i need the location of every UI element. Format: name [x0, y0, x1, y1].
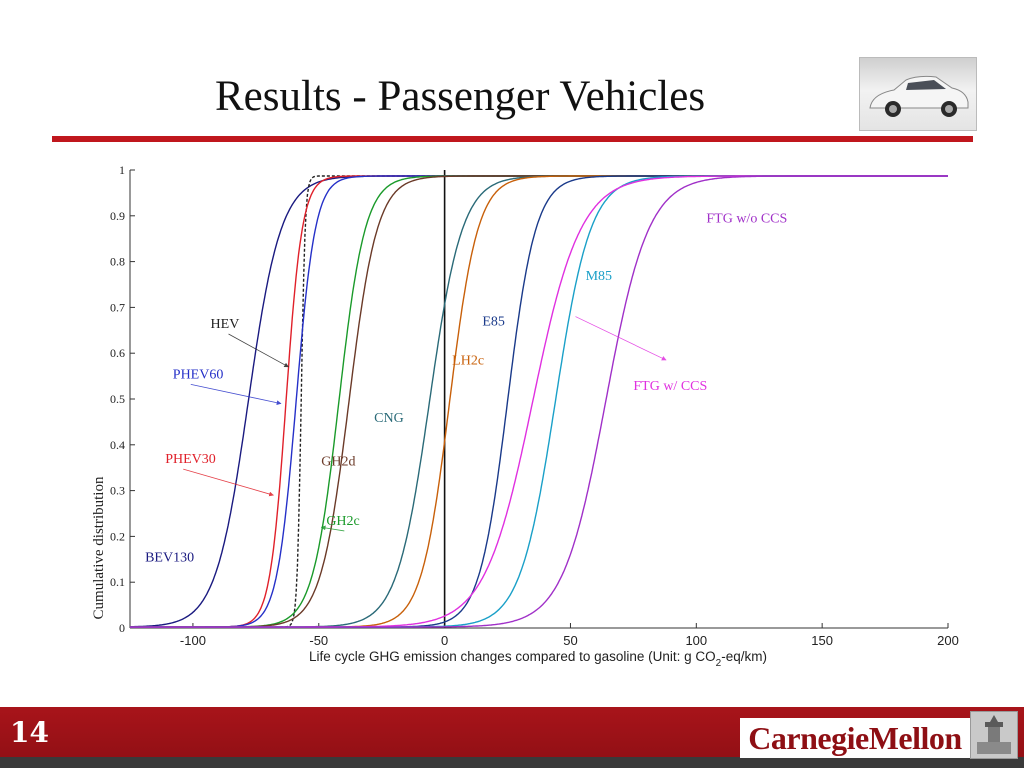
x-tick-label: 50: [563, 633, 577, 648]
y-axis-label: Cumulative distribution: [91, 476, 107, 619]
y-tick-label: 0.3: [110, 484, 125, 498]
series-line-phev30: [130, 175, 948, 628]
y-tick-label: 0.5: [110, 392, 125, 406]
x-tick-label: 0: [441, 633, 448, 648]
x-tick-label: 100: [685, 633, 707, 648]
x-tick-label: -50: [309, 633, 328, 648]
tower-logo-icon: [970, 711, 1018, 759]
footer-strip: [0, 757, 1024, 768]
curve-label: CNG: [374, 411, 404, 426]
curve-label: E85: [482, 315, 505, 330]
curve-label: FTG w/ CCS: [633, 379, 707, 394]
title-divider: [52, 136, 973, 142]
series-line-bev130: [129, 175, 948, 628]
curve-label: FTG w/o CCS: [706, 212, 787, 227]
curve-label: M85: [586, 269, 612, 284]
annotation-arrow: [183, 468, 274, 497]
curve-label: GH2c: [326, 514, 359, 529]
series-line-hev: [130, 175, 948, 628]
y-tick-label: 0.9: [110, 209, 125, 223]
series-line-lh2c: [130, 175, 948, 628]
car-photo: [859, 57, 977, 131]
series-line-cng: [130, 175, 948, 628]
series-line-m85: [130, 175, 948, 628]
annotation-arrow: [190, 383, 282, 406]
car-image-icon: [869, 75, 969, 117]
x-axis-label: Life cycle GHG emission changes compared…: [309, 649, 767, 669]
series-line-ftg-w-o-ccs: [130, 175, 948, 628]
annotation-arrow: [575, 316, 667, 361]
series-group: [129, 175, 948, 628]
x-tick-label: 200: [937, 633, 959, 648]
page-number: 14: [10, 716, 49, 749]
axes-group: -100 -50 0 50 100 150 200 0 0.1 0.2 0.3 0.4 0.5 0.6 0.…: [110, 163, 959, 648]
university-logo: CarnegieMellon: [740, 718, 970, 758]
page-title: Results - Passenger Vehicles: [215, 73, 706, 120]
y-tick-label: 1: [119, 163, 125, 177]
x-axis-label-subscript: 2: [716, 658, 722, 669]
series-line-phev60: [130, 175, 948, 628]
y-tick-label: 0.1: [110, 575, 125, 589]
curve-label: BEV130: [145, 551, 194, 566]
curve-label: GH2d: [321, 454, 355, 469]
curve-label: PHEV30: [165, 452, 216, 467]
y-tick-label: 0.2: [110, 529, 125, 543]
y-tick-label: 0: [119, 621, 125, 635]
x-tick-label: -100: [180, 633, 206, 648]
y-tick-label: 0.8: [110, 255, 125, 269]
y-tick-label: 0.4: [110, 438, 125, 452]
y-tick-label: 0.6: [110, 346, 125, 360]
curve-label: LH2c: [452, 354, 484, 369]
cumulative-distribution-chart: -100 -50 0 50 100 150 200 0 0.1 0.2 0.3 0.4 0.5 0.6 0.…: [91, 163, 959, 669]
y-tick-label: 0.7: [110, 300, 125, 314]
series-line-gh2c: [130, 175, 948, 628]
annotation-arrow: [320, 525, 345, 532]
series-line-ftg-w-ccs: [130, 175, 948, 628]
curve-label: PHEV60: [173, 367, 224, 382]
annotation-group: HEV PHEV60 PHEV30 BEV130 GH2d GH2c CNG LH2c E85 M…: [145, 212, 787, 566]
series-line-gh2d: [130, 175, 948, 628]
x-axis-label-end: -eq/km): [721, 649, 767, 664]
curve-label: HEV: [211, 317, 240, 332]
annotation-arrow: [228, 333, 289, 368]
x-tick-label: 150: [811, 633, 833, 648]
x-axis-label-main: Life cycle GHG emission changes compared…: [309, 649, 716, 664]
series-line-e85: [130, 175, 948, 628]
